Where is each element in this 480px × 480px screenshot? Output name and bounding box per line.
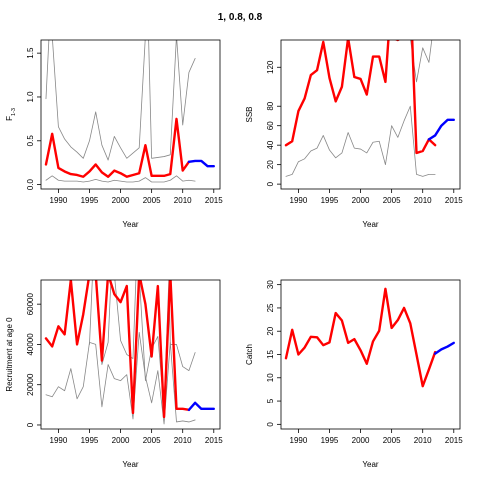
- series-observed-recruitment: [44, 280, 191, 419]
- y-tick-label-catch: 15: [266, 350, 275, 359]
- plot-area-catch: [284, 287, 455, 388]
- figure-title: 1, 0.8, 0.8: [218, 12, 263, 23]
- x-tick-label-recruitment: 2015: [205, 436, 223, 445]
- series-projection-catch: [433, 341, 455, 355]
- x-tick-label-catch: 2000: [352, 436, 370, 445]
- x-tick-label-catch: 2010: [414, 436, 432, 445]
- y-tick-label-catch: 25: [266, 303, 275, 312]
- x-tick-label-catch: 1995: [321, 436, 339, 445]
- y-tick-label-ssb: 120: [266, 60, 275, 74]
- x-tick-label-recruitment: 1995: [81, 436, 99, 445]
- y-tick-label-f13: 0.5: [26, 135, 35, 147]
- series-lower-ssb: [285, 105, 436, 177]
- x-tick-label-recruitment: 2010: [174, 436, 192, 445]
- x-tick-label-f13: 1990: [50, 196, 68, 205]
- x-tick-label-ssb: 2010: [414, 196, 432, 205]
- y-axis-f13: 0.0 0.5 1.0 1.5: [26, 47, 41, 190]
- x-tick-label-catch: 2015: [445, 436, 463, 445]
- y-tick-label-recruitment: 0: [26, 422, 35, 427]
- y-tick-label-ssb: 40: [266, 140, 275, 149]
- plot-frame-recruitment: [40, 279, 221, 430]
- plot-area-f13: [44, 40, 215, 183]
- panels: 1990 1995 2000 2005 2010 20150.00.51.01.5Year…: [5, 39, 463, 469]
- panel-f13: 1990 1995 2000 2005 2010 2015 0.0 0.5 1.0 1.5 Year…: [5, 39, 223, 229]
- panel-ssb: 1990 1995 2000 2005 2010 2015 0 20 40 60 80 120 Year…: [245, 39, 463, 229]
- x-axis-catch: 1990 1995 2000 2005 2010 2015: [290, 429, 463, 445]
- y-axis-recruitment: 0 20000 40000 60000: [26, 292, 41, 427]
- plot-frame-ssb: [280, 39, 461, 190]
- x-tick-label-catch: 2005: [383, 436, 401, 445]
- x-tick-label-ssb: 2015: [445, 196, 463, 205]
- y-tick-label-catch: 5: [266, 398, 275, 403]
- x-axis-f13: 1990 1995 2000 2005 2010 2015: [50, 189, 223, 205]
- y-tick-label-ssb: 80: [266, 101, 275, 110]
- y-tick-label-ssb: 60: [266, 121, 275, 130]
- x-tick-label-ssb: 2000: [352, 196, 370, 205]
- x-axis-ssb: 1990 1995 2000 2005 2010 2015: [290, 189, 463, 205]
- series-observed-f13: [44, 117, 191, 178]
- y-tick-label-f13: 1.5: [26, 47, 35, 59]
- x-tick-label-ssb: 1995: [321, 196, 339, 205]
- x-axis-title-catch: Year: [362, 460, 379, 469]
- y-tick-label-catch: 0: [266, 422, 275, 427]
- series-observed-ssb: [284, 40, 437, 155]
- x-tick-label-recruitment: 1990: [50, 436, 68, 445]
- y-axis-title-f13: F1-3: [5, 108, 17, 121]
- series-projection-f13: [187, 159, 215, 168]
- y-tick-label-f13: 0.0: [26, 179, 35, 191]
- y-tick-label-f13: 1.0: [26, 91, 35, 103]
- y-tick-label-recruitment: 40000: [26, 333, 35, 356]
- x-axis-title-ssb: Year: [362, 220, 379, 229]
- x-tick-label-f13: 1995: [81, 196, 99, 205]
- series-observed-catch: [284, 287, 437, 388]
- x-tick-label-f13: 2005: [143, 196, 161, 205]
- y-tick-label-ssb: 20: [266, 160, 275, 169]
- y-tick-label-recruitment: 20000: [26, 373, 35, 396]
- series-lower-recruitment: [45, 331, 196, 425]
- x-tick-label-f13: 2010: [174, 196, 192, 205]
- x-tick-label-ssb: 1990: [290, 196, 308, 205]
- y-tick-label-ssb: 0: [266, 181, 275, 186]
- series-projection-ssb: [427, 118, 455, 141]
- panel-catch: 1990 1995 2000 2005 2010 2015 0 5 10 15 20 25 30 Year…: [245, 279, 463, 469]
- y-axis-title-catch: Catch: [245, 344, 254, 365]
- y-tick-label-catch: 20: [266, 326, 275, 335]
- plot-area-ssb: [284, 40, 455, 177]
- y-axis-ssb: 0 20 40 60 80 120: [266, 60, 281, 186]
- y-tick-label-catch: 10: [266, 373, 275, 382]
- plot-area-recruitment: [44, 280, 215, 425]
- x-axis-title-f13: Year: [122, 220, 139, 229]
- series-lower-f13: [45, 175, 196, 183]
- y-tick-label-recruitment: 60000: [26, 292, 35, 315]
- y-tick-label-catch: 30: [266, 280, 275, 289]
- y-axis-title-recruitment: Recruitment at age 0: [5, 317, 14, 392]
- panel-recruitment: 1990 1995 2000 2005 2010 2015 0 20000 40000 60000…: [5, 279, 223, 469]
- x-tick-label-f13: 2000: [112, 196, 130, 205]
- x-axis-title-recruitment: Year: [122, 460, 139, 469]
- x-tick-label-recruitment: 2000: [112, 436, 130, 445]
- x-tick-label-catch: 1990: [290, 436, 308, 445]
- y-axis-title-ssb: SSB: [245, 106, 254, 122]
- y-axis-catch: 0 5 10 15 20 25 30: [266, 280, 281, 427]
- x-tick-label-f13: 2015: [205, 196, 223, 205]
- series-upper-f13: [45, 40, 196, 161]
- x-tick-label-recruitment: 2005: [143, 436, 161, 445]
- x-axis-recruitment: 1990 1995 2000 2005 2010 2015: [50, 429, 223, 445]
- series-projection-recruitment: [187, 401, 215, 412]
- x-tick-label-ssb: 2005: [383, 196, 401, 205]
- plot-frame-f13: [40, 39, 221, 190]
